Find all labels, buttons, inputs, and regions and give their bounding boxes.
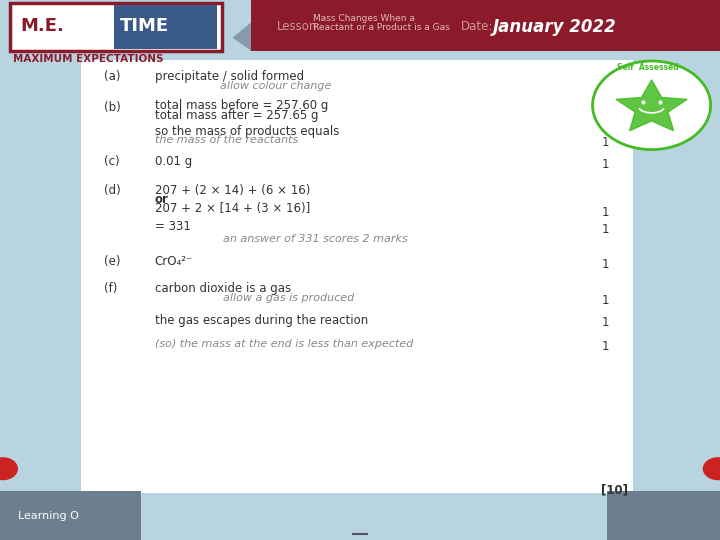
Text: 1: 1 [601, 340, 608, 353]
FancyBboxPatch shape [0, 491, 141, 540]
Polygon shape [233, 22, 252, 51]
Text: total mass after = 257.65 g: total mass after = 257.65 g [155, 109, 318, 122]
Text: 1: 1 [601, 136, 608, 149]
Text: 207 + 2 × [14 + (3 × 16)]: 207 + 2 × [14 + (3 × 16)] [155, 202, 310, 215]
Text: or: or [155, 193, 168, 206]
Circle shape [703, 458, 720, 480]
Text: (e): (e) [104, 255, 121, 268]
Circle shape [0, 458, 17, 480]
Text: Reactant or a Product is a Gas: Reactant or a Product is a Gas [313, 23, 450, 31]
Text: 1: 1 [601, 206, 608, 219]
Text: (b): (b) [104, 102, 121, 114]
Text: (a): (a) [104, 70, 121, 83]
Text: 1: 1 [601, 81, 608, 94]
FancyBboxPatch shape [251, 0, 256, 51]
Text: TIME: TIME [120, 17, 169, 36]
Text: Mass Changes When a: Mass Changes When a [313, 14, 415, 23]
Text: Lesson:: Lesson: [277, 21, 322, 33]
Text: 1: 1 [601, 316, 608, 329]
Text: [10]: [10] [601, 484, 628, 497]
Text: allow a gas is produced: allow a gas is produced [223, 293, 354, 303]
Text: CrO₄²⁻: CrO₄²⁻ [155, 255, 193, 268]
Text: 1: 1 [601, 294, 608, 307]
Text: (f): (f) [104, 282, 118, 295]
Text: precipitate / solid formed: precipitate / solid formed [155, 70, 304, 83]
FancyBboxPatch shape [81, 60, 633, 493]
FancyBboxPatch shape [697, 0, 704, 51]
Text: so the mass of products equals: so the mass of products equals [155, 125, 339, 138]
Text: total mass before = 257.60 g: total mass before = 257.60 g [155, 99, 328, 112]
Circle shape [593, 61, 711, 150]
Text: MAXIMUM EXPECTATIONS: MAXIMUM EXPECTATIONS [13, 55, 163, 64]
Text: allow colour change: allow colour change [220, 82, 331, 91]
Polygon shape [616, 80, 687, 131]
Text: 0.01 g: 0.01 g [155, 156, 192, 168]
Text: 1: 1 [601, 158, 608, 171]
Text: = 331: = 331 [155, 220, 191, 233]
Text: 207 + (2 × 14) + (6 × 16): 207 + (2 × 14) + (6 × 16) [155, 184, 310, 197]
FancyBboxPatch shape [251, 0, 720, 51]
Text: (c): (c) [104, 156, 120, 168]
Text: the mass of the reactants: the mass of the reactants [155, 136, 298, 145]
Text: 1: 1 [601, 111, 608, 124]
Text: 1: 1 [601, 223, 608, 236]
FancyBboxPatch shape [10, 3, 222, 51]
Text: (d): (d) [104, 184, 121, 197]
Polygon shape [702, 22, 720, 51]
Text: the gas escapes during the reaction: the gas escapes during the reaction [155, 314, 368, 327]
Text: M.E.: M.E. [20, 17, 64, 36]
Text: (so) the mass at the end is less than expected: (so) the mass at the end is less than ex… [155, 339, 413, 349]
Text: carbon dioxide is a gas: carbon dioxide is a gas [155, 282, 291, 295]
FancyBboxPatch shape [114, 5, 217, 49]
Text: January 2022: January 2022 [493, 18, 617, 36]
Text: 1: 1 [601, 258, 608, 271]
Text: an answer of 331 scores 2 marks: an answer of 331 scores 2 marks [223, 234, 408, 244]
Text: Learning O: Learning O [18, 511, 79, 521]
Text: Self  Assessed: Self Assessed [617, 63, 679, 72]
Text: Date:: Date: [461, 21, 493, 33]
FancyBboxPatch shape [607, 491, 720, 540]
